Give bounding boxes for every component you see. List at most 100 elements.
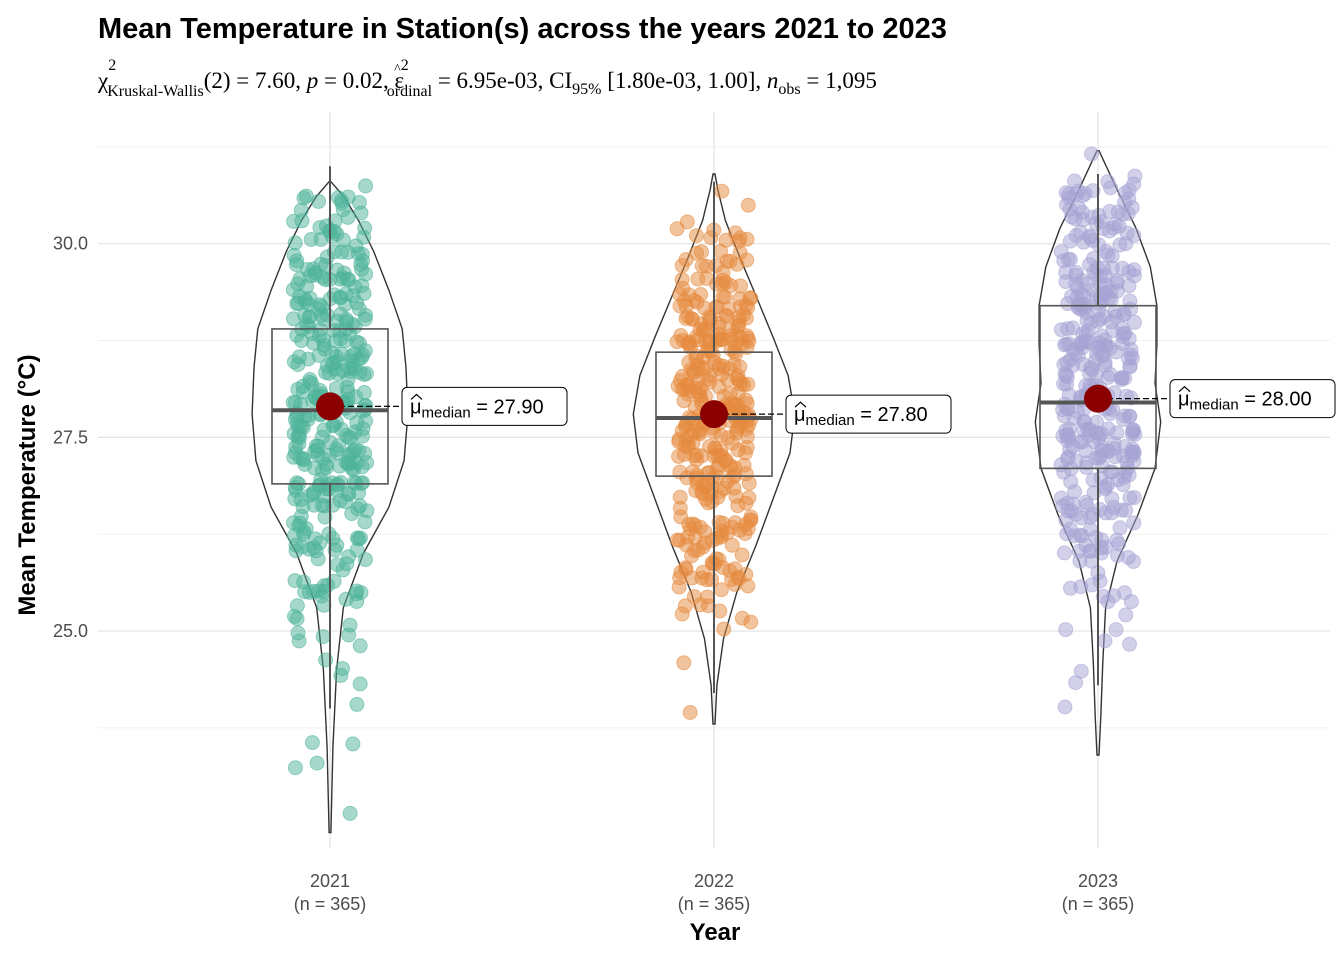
subtitle-effect-symbol: ε	[394, 68, 404, 93]
median-marker	[316, 392, 344, 421]
data-point	[349, 415, 365, 431]
y-axis-title: Mean Temperature (°C)	[14, 354, 41, 615]
data-point	[1124, 426, 1140, 442]
data-point	[713, 428, 729, 443]
data-point	[301, 309, 317, 325]
median-label-mu: μ	[1178, 389, 1190, 411]
data-point	[686, 589, 702, 605]
data-point	[1094, 443, 1110, 459]
median-hat	[1178, 385, 1191, 393]
data-point	[1073, 579, 1089, 595]
data-point	[1112, 520, 1128, 536]
data-point	[712, 603, 728, 619]
data-point	[727, 460, 743, 476]
data-point	[328, 333, 344, 349]
data-point	[1122, 636, 1137, 652]
median-label-sub: median	[1190, 397, 1239, 414]
data-point	[692, 387, 708, 403]
data-point	[342, 805, 358, 821]
data-point	[341, 549, 357, 565]
median-label-sub: median	[422, 404, 471, 421]
data-point	[739, 328, 755, 344]
jitter-points	[285, 146, 1143, 821]
median-marker	[700, 400, 728, 429]
violin-2022	[632, 173, 796, 725]
data-point	[1113, 502, 1129, 518]
data-point	[290, 625, 306, 641]
data-point	[320, 577, 336, 593]
data-point	[729, 371, 745, 387]
data-point	[1064, 209, 1080, 225]
data-point	[728, 488, 744, 504]
data-point	[1112, 237, 1128, 253]
box-2023	[1039, 304, 1157, 470]
data-point	[740, 197, 756, 213]
data-point	[697, 524, 713, 540]
data-point	[680, 308, 696, 324]
data-point	[318, 218, 334, 234]
data-point	[720, 474, 736, 490]
data-point	[287, 760, 303, 776]
data-point	[312, 535, 328, 551]
data-point	[713, 529, 729, 545]
data-point	[1092, 290, 1108, 306]
data-point	[740, 300, 756, 316]
data-point	[1122, 490, 1138, 506]
data-point	[674, 606, 690, 622]
data-point	[310, 551, 326, 567]
data-point	[1082, 229, 1098, 245]
data-point	[329, 442, 344, 457]
subtitle-p-value: = 0.02,	[318, 68, 394, 93]
median-label-mu: μ	[410, 396, 422, 418]
data-point	[1084, 361, 1100, 377]
data-point	[1078, 494, 1094, 510]
data-point	[699, 271, 715, 286]
data-point	[299, 279, 315, 294]
data-point	[353, 530, 368, 546]
data-point	[327, 542, 343, 558]
data-point	[669, 221, 685, 237]
data-point	[353, 205, 369, 221]
data-point	[716, 621, 732, 637]
x-tick-year: 2021	[310, 871, 350, 891]
data-point	[329, 477, 345, 493]
data-point	[733, 278, 748, 294]
data-point	[314, 429, 330, 445]
data-point	[1118, 607, 1134, 623]
median-label-box	[785, 394, 952, 434]
data-point	[1056, 545, 1072, 561]
data-point	[688, 228, 704, 244]
data-point	[740, 578, 756, 594]
data-point	[1121, 278, 1137, 294]
subtitle-stat-value: = 7.60,	[231, 68, 307, 93]
subtitle-ci-value: [1.80e-03, 1.00],	[601, 68, 766, 93]
data-point	[695, 564, 711, 580]
subtitle-effect-subscript: ordinal	[387, 83, 433, 100]
data-point	[1073, 663, 1089, 679]
data-point	[743, 614, 759, 630]
data-point	[1126, 445, 1142, 461]
data-point	[1103, 180, 1118, 196]
data-point	[335, 363, 351, 379]
axes: 25.0 27.5 30.0 2021 (n = 365) 2022 (n = 365) 20…	[53, 234, 1134, 914]
data-point	[358, 178, 374, 194]
median-marker	[1084, 384, 1112, 413]
data-point	[680, 436, 696, 452]
data-point	[679, 214, 695, 230]
subtitle-effect-superscript: 2	[401, 57, 409, 74]
data-point	[289, 416, 305, 432]
data-point	[680, 529, 696, 545]
subtitle-ci-subscript: 95%	[572, 81, 601, 98]
data-point	[1059, 451, 1075, 467]
data-point	[743, 512, 759, 528]
data-point	[1088, 425, 1104, 441]
data-point	[286, 528, 302, 544]
data-point	[1085, 506, 1101, 522]
data-point	[1114, 370, 1130, 386]
data-point	[678, 561, 694, 577]
data-point	[355, 253, 371, 269]
median-label-value: = 27.80	[855, 404, 928, 426]
subtitle-n-value: = 1,095	[801, 68, 877, 93]
